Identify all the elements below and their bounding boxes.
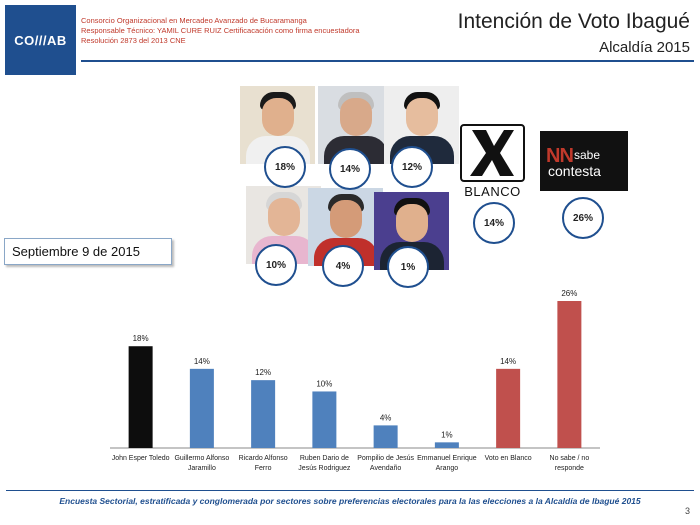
bar bbox=[128, 346, 153, 448]
candidate-percent: 14% bbox=[329, 148, 371, 190]
page-number: 3 bbox=[684, 506, 690, 516]
bar bbox=[373, 425, 398, 448]
category-label: Emmanuel Enrique bbox=[417, 455, 477, 462]
bar bbox=[557, 301, 582, 448]
category-label: Pompilio de Jesús bbox=[357, 455, 414, 462]
header-divider bbox=[81, 60, 694, 62]
org-line: Responsable Técnico: YAMIL CURE RUIZ Cer… bbox=[81, 26, 360, 35]
footer-text: Encuesta Sectorial, estratificada y cong… bbox=[59, 496, 641, 506]
category-label: John Esper Toledo bbox=[112, 455, 170, 462]
data-label: 18% bbox=[133, 334, 149, 343]
org-line: Consorcio Organizacional en Mercadeo Ava… bbox=[81, 16, 307, 25]
category-label: Jesús Rodriguez bbox=[298, 465, 351, 472]
blanco-label: BLANCO bbox=[464, 184, 521, 199]
category-label: Arango bbox=[436, 465, 459, 472]
bar bbox=[496, 368, 521, 448]
date-label: Septiembre 9 de 2015 bbox=[4, 238, 172, 265]
category-label: responde bbox=[555, 465, 584, 472]
contesta-text: contesta bbox=[548, 163, 601, 179]
bar bbox=[312, 391, 337, 448]
bar bbox=[251, 380, 276, 448]
vote-intention-bar-chart: 18% John Esper Toledo 14% Guillermo Alfonso… bbox=[110, 289, 600, 472]
organization-info: Consorcio Organizacional en Mercadeo Ava… bbox=[81, 16, 360, 46]
category-label: Jaramillo bbox=[188, 465, 216, 472]
footer-divider bbox=[6, 490, 694, 491]
page-subtitle: Alcaldía 2015 bbox=[599, 39, 690, 56]
page-title: Intención de Voto Ibagué bbox=[457, 10, 690, 33]
candidate-percent: 10% bbox=[255, 244, 297, 286]
blanco-logo: BLANCO bbox=[460, 124, 525, 199]
data-label: 14% bbox=[500, 357, 516, 366]
candidate-photo bbox=[374, 192, 449, 270]
x-mark-icon bbox=[460, 124, 525, 182]
nn-text: NN bbox=[546, 145, 574, 167]
category-label: Ricardo Alfonso bbox=[239, 455, 288, 462]
data-label: 14% bbox=[194, 357, 210, 366]
candidate-percent: 18% bbox=[264, 146, 306, 188]
data-label: 26% bbox=[561, 289, 577, 298]
logo-text: CO///AB bbox=[14, 32, 67, 48]
category-label: Avendaño bbox=[370, 465, 402, 472]
category-label: Ferro bbox=[255, 465, 272, 472]
no-sabe-logo: NN sabe contesta bbox=[540, 131, 628, 191]
data-label: 4% bbox=[380, 413, 392, 422]
candidate-percent: 4% bbox=[322, 245, 364, 287]
bar bbox=[434, 442, 459, 448]
candidate-photo bbox=[240, 86, 315, 164]
sabe-text: sabe bbox=[574, 148, 601, 162]
category-label: Voto en Blanco bbox=[485, 455, 532, 462]
data-label: 12% bbox=[255, 368, 271, 377]
candidate-percent: 12% bbox=[391, 146, 433, 188]
org-line: Resolución 2873 del 2013 CNE bbox=[81, 36, 186, 45]
blanco-percent: 14% bbox=[473, 202, 515, 244]
no-sabe-percent: 26% bbox=[562, 197, 604, 239]
category-label: Ruben Dario de bbox=[300, 455, 349, 462]
category-label: Guillermo Alfonso bbox=[174, 455, 229, 462]
data-label: 10% bbox=[316, 379, 332, 388]
candidate-percent: 1% bbox=[387, 246, 429, 288]
data-label: 1% bbox=[441, 430, 453, 439]
company-logo: CO///AB bbox=[5, 5, 76, 75]
category-label: No sabe / no bbox=[550, 455, 590, 462]
bar bbox=[189, 368, 214, 448]
